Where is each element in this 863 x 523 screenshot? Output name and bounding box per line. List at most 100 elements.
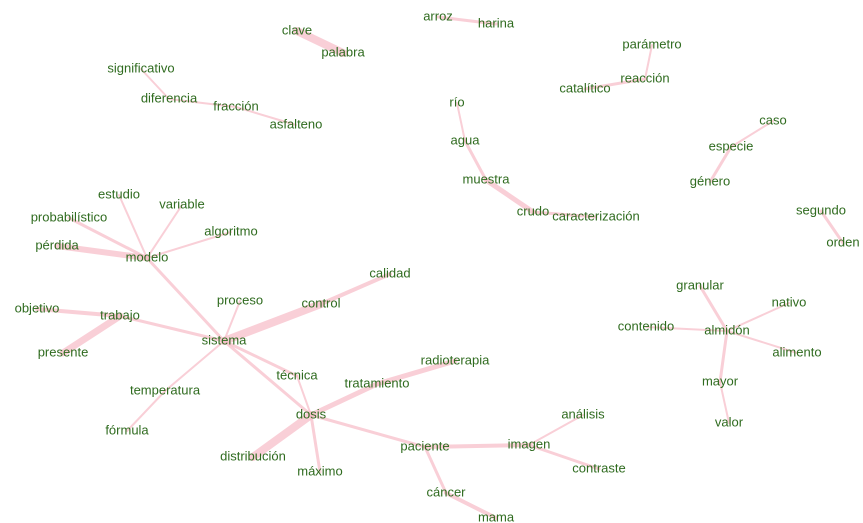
edge [309,413,322,474]
node-label: calidad [369,265,410,280]
edge [726,330,798,354]
edge [374,358,458,387]
edge [164,340,225,392]
edge [296,375,312,416]
edge [644,44,653,80]
node-label: distribución [220,448,286,463]
node-label: orden [826,234,859,249]
edge [456,102,466,142]
node-label: sistema [202,332,248,347]
node-label: pérdida [35,237,79,252]
node-label: asfalteno [270,116,323,131]
node-label: diferencia [141,90,198,105]
node-label: objetivo [15,300,60,315]
node-label: segundo [796,202,846,217]
node-label: caso [759,112,786,127]
node-label: fórmula [105,422,149,437]
edge [698,284,729,333]
edge [463,139,488,182]
edge [35,307,122,318]
edge [730,120,774,148]
node-label: parámetro [622,36,681,51]
node-label: técnica [276,367,318,382]
node-label: granular [676,277,724,292]
node-label: estudio [98,186,140,201]
node-label: fracción [213,98,259,113]
edge [249,411,315,461]
edge [531,210,598,219]
edge [54,243,150,261]
edge [126,390,166,432]
node-label: palabra [321,44,365,59]
edge [140,68,170,100]
node-label: imagen [508,436,551,451]
node-label: presente [38,344,89,359]
node-label: almidón [704,322,750,337]
node-label: análisis [561,406,605,421]
edge [645,326,728,332]
node-label: mayor [702,373,739,388]
edge [223,300,241,342]
node-label: temperatura [130,382,201,397]
node-label: arroz [423,8,453,23]
edge [718,329,729,384]
node-label: tratamiento [344,375,409,390]
node-label: clave [282,22,312,37]
edge [293,27,347,57]
edge [220,300,325,345]
edge [583,77,647,91]
edge [118,194,148,259]
edge [118,314,226,343]
node-label: dosis [296,406,327,421]
node-label: algoritmo [204,223,257,238]
edge [145,256,226,343]
edge [423,445,448,495]
node-label: valor [715,414,744,429]
edge [168,98,237,108]
edge [146,204,183,259]
edge [444,491,498,520]
node-label: proceso [217,292,263,307]
node-label: reacción [620,70,669,85]
node-label: muestra [463,171,511,186]
edge [527,443,601,471]
node-label: contenido [618,318,674,333]
node-label: modelo [126,249,169,264]
node-label: crudo [517,203,550,218]
node-label: catalítico [559,80,610,95]
node-label: probabilístico [31,209,108,224]
edge [235,106,297,126]
node-label: género [690,173,730,188]
node-label: máximo [297,463,343,478]
edge [59,312,124,357]
edge [222,339,299,378]
edge [319,272,392,306]
edge [726,302,790,332]
labels: clave palabra arroz harina parámetro reacción… [15,8,860,523]
node-label: harina [478,15,515,30]
edge [222,339,313,417]
edge [819,209,845,245]
edge [719,381,730,424]
edge [436,15,498,26]
node-label: contraste [572,460,625,475]
edge [308,381,380,418]
node-label: nativo [772,294,807,309]
node-label: trabajo [100,307,140,322]
node-label: mama [478,509,515,523]
node-label: paciente [400,438,449,453]
node-label: cáncer [426,484,466,499]
edge [309,413,427,449]
node-label: caracterización [552,208,639,223]
node-label: especie [709,138,754,153]
node-label: control [301,295,340,310]
edges [35,15,845,520]
edge [423,443,531,449]
edge [708,145,733,184]
node-label: río [449,94,464,109]
node-label: agua [451,132,481,147]
node-label: alimento [772,344,821,359]
node-label: significativo [107,60,174,75]
